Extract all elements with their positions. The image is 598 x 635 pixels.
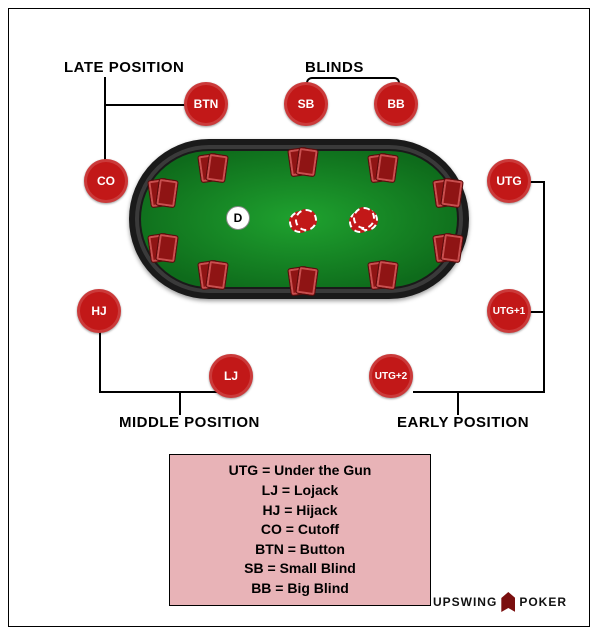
label-middle-position: MIDDLE POSITION [119, 414, 260, 431]
seat-utg2: UTG+2 [369, 354, 413, 398]
seat-label: SB [298, 97, 315, 111]
hole-cards [434, 179, 464, 209]
brand-mark: UPSWING POKER [433, 592, 567, 612]
diagram-frame: LATE POSITION BLINDS MIDDLE POSITION EAR… [8, 8, 590, 627]
seat-co: CO [84, 159, 128, 203]
seat-lj: LJ [209, 354, 253, 398]
legend-row: HJ = Hijack [262, 501, 337, 521]
seat-label: UTG [496, 174, 521, 188]
seat-bb: BB [374, 82, 418, 126]
connector [529, 311, 543, 313]
brand-logo-icon [501, 592, 515, 612]
hole-cards [289, 148, 319, 178]
seat-label: CO [97, 174, 115, 188]
hole-cards [149, 179, 179, 209]
connector [179, 391, 181, 415]
hole-cards [434, 234, 464, 264]
legend-row: BB = Big Blind [251, 579, 349, 599]
hole-cards [369, 154, 399, 184]
brand-text-left: UPSWING [433, 595, 497, 609]
hole-cards [289, 267, 319, 297]
dealer-button: D [226, 206, 250, 230]
hole-cards [149, 234, 179, 264]
brand-text-right: POKER [519, 595, 567, 609]
connector [457, 391, 459, 415]
seat-label: BB [387, 97, 404, 111]
label-early-position: EARLY POSITION [397, 414, 529, 431]
seat-label: BTN [194, 97, 219, 111]
legend-row: SB = Small Blind [244, 559, 356, 579]
legend-row: LJ = Lojack [262, 481, 339, 501]
legend-box: UTG = Under the Gun LJ = Lojack HJ = Hij… [169, 454, 431, 606]
seat-btn: BTN [184, 82, 228, 126]
connector [529, 181, 543, 183]
seat-sb: SB [284, 82, 328, 126]
hole-cards [199, 154, 229, 184]
hole-cards [369, 261, 399, 291]
connector [99, 331, 101, 391]
seat-utg1: UTG+1 [487, 289, 531, 333]
connector [413, 391, 545, 393]
seat-utg: UTG [487, 159, 531, 203]
label-blinds: BLINDS [305, 59, 364, 76]
hole-cards [199, 261, 229, 291]
seat-label: HJ [91, 304, 106, 318]
seat-hj: HJ [77, 289, 121, 333]
label-late-position: LATE POSITION [64, 59, 184, 76]
seat-label: UTG+1 [493, 306, 526, 317]
legend-row: CO = Cutoff [261, 520, 339, 540]
connector [104, 77, 106, 161]
chip-stack [289, 209, 317, 229]
connector [543, 181, 545, 391]
connector [99, 391, 231, 393]
chip-stack [349, 207, 377, 227]
legend-row: UTG = Under the Gun [229, 461, 372, 481]
legend-row: BTN = Button [255, 540, 345, 560]
poker-positions-diagram: LATE POSITION BLINDS MIDDLE POSITION EAR… [9, 9, 589, 626]
seat-label: UTG+2 [375, 371, 408, 382]
seat-label: LJ [224, 369, 238, 383]
connector [104, 104, 186, 106]
